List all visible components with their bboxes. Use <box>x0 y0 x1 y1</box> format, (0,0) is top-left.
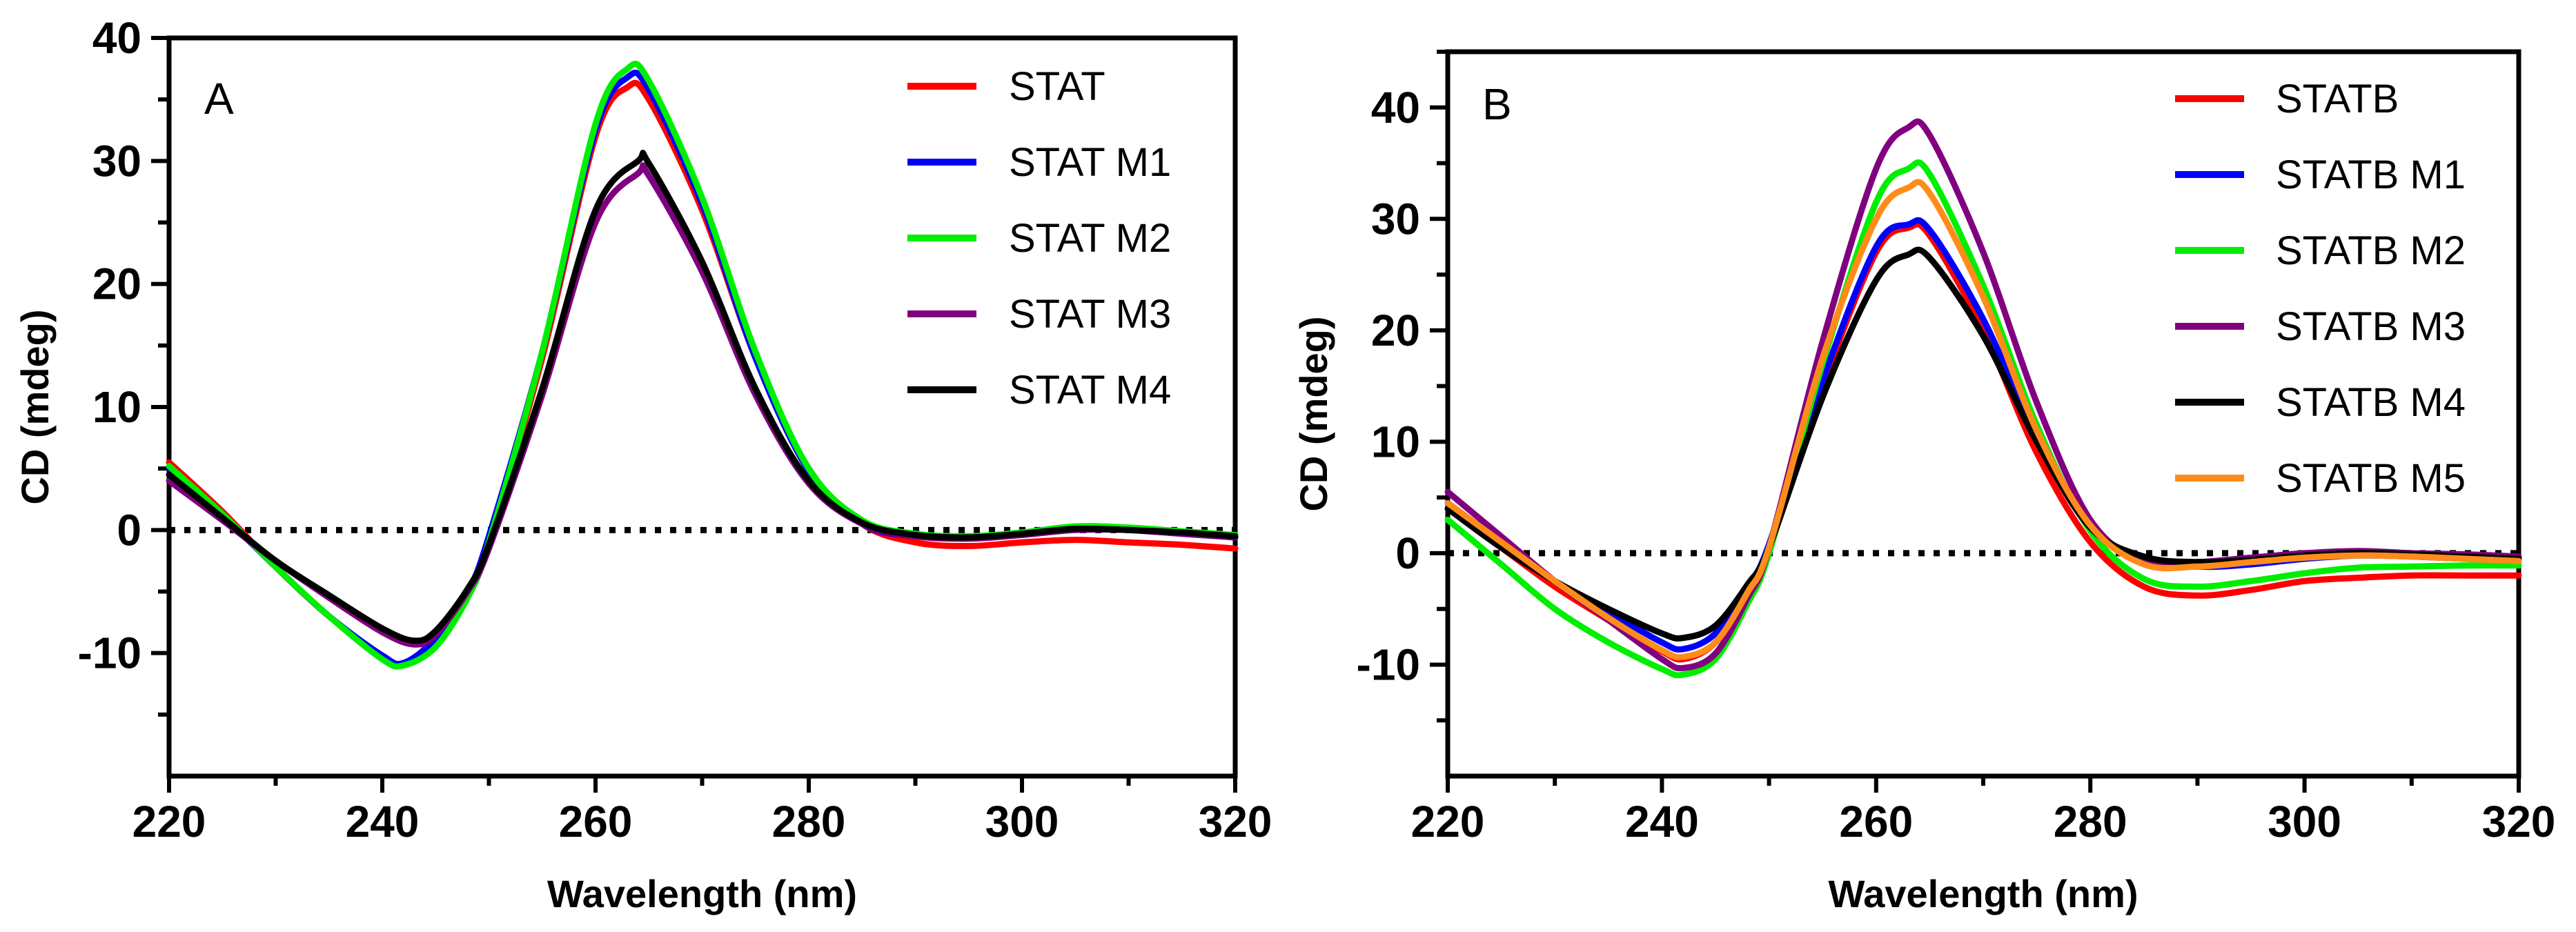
x-tick-label: 280 <box>772 797 846 846</box>
legend-label-statb-m4: STATB M4 <box>2276 380 2466 425</box>
x-tick-label: 320 <box>1199 797 1272 846</box>
series-line-statb-m2 <box>1444 159 2522 679</box>
legend-label-stat-m4: STAT M4 <box>1009 368 1171 413</box>
x-axis-title: Wavelength (nm) <box>1828 872 2138 915</box>
y-tick-label: -10 <box>78 628 142 678</box>
x-tick-label: 240 <box>1625 797 1699 846</box>
x-tick-label: 300 <box>2268 797 2341 846</box>
x-tick-label: 320 <box>2482 797 2556 846</box>
x-tick-label: 220 <box>132 797 206 846</box>
x-tick-label: 280 <box>2054 797 2127 846</box>
legend-label-statb-m3: STATB M3 <box>2276 304 2466 349</box>
chart-panel-b: -10 0 10 20 30 40 220 240 260 280 300 320 Wavelength… <box>1292 49 2556 915</box>
panel-label: B <box>1482 79 1512 129</box>
x-tick-label: 260 <box>1839 797 1913 846</box>
y-tick-label: 30 <box>92 136 141 186</box>
y-tick-label: -10 <box>1357 639 1421 689</box>
legend-label-statb-m1: STATB M1 <box>2276 152 2466 197</box>
y-tick-label: 40 <box>1371 83 1420 132</box>
y-tick-label: 10 <box>1371 417 1420 466</box>
x-axis-title: Wavelength (nm) <box>547 872 857 915</box>
x-tick-label: 260 <box>559 797 633 846</box>
legend-label-stat-m3: STAT M3 <box>1009 292 1171 337</box>
legend-label-statb-m2: STATB M2 <box>2276 228 2466 273</box>
legend-label-statb: STATB <box>2276 77 2399 121</box>
chart-panel-a: -10 0 10 20 30 40 220 240 260 280 300 320 Wavelength… <box>13 13 1272 915</box>
y-axis-title: CD (mdeg) <box>1292 316 1335 511</box>
series-line-stat-m4 <box>166 150 1239 644</box>
legend-label-stat: STAT <box>1009 64 1105 109</box>
x-tick-label: 240 <box>346 797 420 846</box>
y-tick-label: 30 <box>1371 194 1420 244</box>
y-tick-label: 20 <box>92 259 141 309</box>
x-tick-label: 220 <box>1411 797 1485 846</box>
legend-label-stat-m2: STAT M2 <box>1009 216 1171 261</box>
y-tick-label: 0 <box>117 505 141 555</box>
series-line-statb-m5 <box>1444 179 2522 661</box>
y-tick-label: 20 <box>1371 306 1420 355</box>
y-tick-label: 0 <box>1395 528 1420 578</box>
legend-label-stat-m1: STAT M1 <box>1009 140 1171 185</box>
y-tick-label: 40 <box>92 13 141 63</box>
x-tick-label: 300 <box>985 797 1059 846</box>
y-tick-label: 10 <box>92 382 141 432</box>
y-axis-title: CD (mdeg) <box>13 309 57 504</box>
panel-label: A <box>204 74 234 123</box>
legend-label-statb-m5: STATB M5 <box>2276 456 2466 501</box>
